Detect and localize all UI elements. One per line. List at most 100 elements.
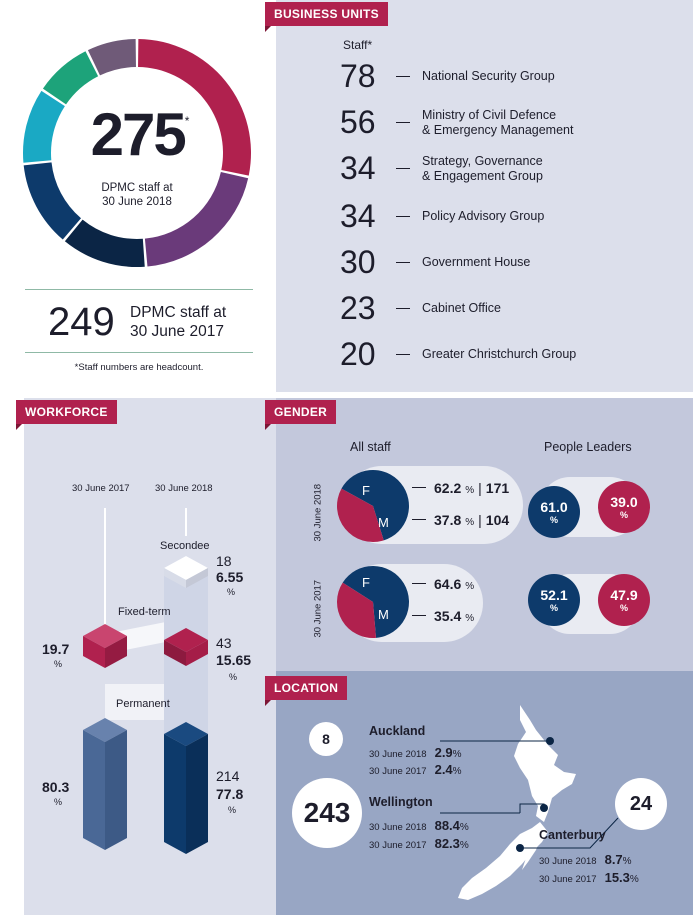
- m-2017-pct: 35.4: [434, 608, 462, 624]
- f-2017-pct: 64.6: [434, 576, 462, 592]
- pct-sign: %: [459, 840, 469, 851]
- business-unit-name-line2: & Emergency Management: [422, 122, 574, 137]
- m-2018-count: 104: [485, 512, 510, 528]
- workforce-tag: WORKFORCE: [16, 400, 117, 430]
- wellington-count-circle: 243: [292, 778, 362, 848]
- divider-bottom: [25, 352, 253, 353]
- business-unit-name-line1: Government House: [422, 255, 531, 269]
- auckland-count-circle: 8: [309, 722, 343, 756]
- year-2018-vertical: 30 June 2018: [312, 483, 324, 542]
- business-units-tag: BUSINESS UNITS: [265, 2, 388, 32]
- leaders-f-2017-circle: 52.1 %: [528, 574, 580, 626]
- fixed-term-2018-cube: [164, 628, 208, 666]
- business-unit-dash: [396, 262, 410, 263]
- donut-segment: [23, 162, 82, 240]
- canterbury-count-circle: 24: [615, 778, 667, 830]
- pct-sign: %: [227, 587, 236, 597]
- prev-caption-line1: DPMC staff at: [130, 304, 227, 321]
- business-unit-row: 34 Policy Advisory Group: [340, 198, 544, 235]
- canterbury-count: 24: [629, 792, 653, 815]
- pie-slice-male: [337, 488, 384, 542]
- prev-caption-line2: 30 June 2017: [130, 323, 224, 340]
- permanent-2017-bar: [83, 718, 127, 850]
- business-unit-name: Policy Advisory Group: [422, 209, 544, 224]
- wellington-name: Wellington: [369, 795, 433, 809]
- perm-2018-count: 214: [216, 768, 240, 784]
- business-unit-staff-count: 23: [340, 290, 376, 326]
- wellington-date-2017: 30 June 2017: [369, 840, 427, 851]
- business-unit-dash: [396, 354, 410, 355]
- canterbury-2018-pct: 8.7: [604, 852, 623, 867]
- perm-2018-pct: 77.8: [216, 786, 244, 802]
- wellington-2017-pct: 82.3: [434, 836, 460, 851]
- f-2018-pct: 62.2: [434, 480, 462, 496]
- business-unit-staff-count: 20: [340, 336, 376, 372]
- wellington-2018-pct: 88.4: [434, 818, 460, 833]
- business-unit-name-line1: Ministry of Civil Defence: [422, 107, 557, 122]
- business-unit-dash: [396, 216, 410, 217]
- m-2018-pct: 37.8: [434, 512, 462, 528]
- pct-sign: %: [465, 485, 475, 496]
- workforce-panel: [24, 398, 276, 915]
- pie-slice-female: [341, 470, 409, 541]
- all-staff-label: All staff: [350, 440, 391, 454]
- business-unit-staff-count: 78: [340, 58, 376, 94]
- separator: |: [478, 480, 482, 496]
- canterbury-name: Canterbury: [539, 828, 606, 842]
- business-unit-name: Greater Christchurch Group: [422, 347, 576, 362]
- fixed-2018-count: 43: [216, 635, 232, 651]
- donut-segment: [64, 219, 145, 267]
- pct-sign: %: [619, 510, 628, 520]
- pie-2017-f: F: [362, 575, 370, 590]
- business-unit-name: Ministry of Civil Defence & Emergency Man…: [422, 108, 573, 138]
- donut-segment: [144, 172, 249, 267]
- business-unit-name: Cabinet Office: [422, 301, 501, 316]
- auckland-date-2017: 30 June 2017: [369, 766, 427, 777]
- pct-sign: %: [629, 874, 639, 885]
- auckland-date-2018: 30 June 2018: [369, 749, 427, 760]
- headline-value: 275: [90, 101, 187, 168]
- leaders-m-2018-circle: 39.0 %: [598, 481, 650, 533]
- business-unit-dash: [396, 168, 410, 169]
- fixed-term-label: Fixed-term: [118, 606, 171, 618]
- pct-sign: %: [549, 603, 558, 613]
- pct-sign: %: [452, 749, 462, 760]
- business-unit-row: 34 Strategy, Governance & Engagement Group: [340, 150, 543, 187]
- business-unit-name-line1: Strategy, Governance: [422, 153, 543, 168]
- staff-header: Staff*: [343, 38, 373, 52]
- business-unit-name: National Security Group: [422, 69, 555, 84]
- divider-top: [25, 289, 253, 290]
- canterbury-date-2018: 30 June 2018: [539, 856, 597, 867]
- pct-sign: %: [228, 805, 237, 815]
- headline-panel: 275* DPMC staff at 30 June 2018 249 DPMC…: [0, 0, 276, 392]
- staff-donut-chart: [23, 39, 251, 267]
- permanent-2018-bar: [164, 722, 208, 854]
- pct-sign: %: [54, 797, 63, 807]
- pct-sign: %: [452, 766, 462, 777]
- pct-sign: %: [465, 581, 475, 592]
- business-unit-row: 56 Ministry of Civil Defence & Emergency M…: [340, 104, 573, 141]
- pie-2018-f: F: [362, 483, 370, 498]
- donut-segment: [23, 90, 65, 163]
- business-unit-staff-count: 56: [340, 104, 376, 140]
- people-leaders-label: People Leaders: [544, 440, 632, 454]
- headline-asterisk: *: [184, 114, 190, 128]
- canterbury-date-2017: 30 June 2017: [539, 874, 597, 885]
- perm-2017-pct: 80.3: [42, 779, 70, 795]
- auckland-2018-pct: 2.9: [434, 745, 453, 760]
- location-tag: LOCATION: [265, 676, 348, 706]
- business-unit-row: 78 National Security Group: [340, 58, 555, 95]
- business-unit-staff-count: 34: [340, 150, 376, 186]
- gender-tag: GENDER: [265, 400, 337, 430]
- pct-sign: %: [54, 659, 63, 669]
- business-unit-staff-count: 34: [340, 198, 376, 234]
- footnote: *Staff numbers are headcount.: [74, 362, 204, 373]
- auckland-2017-pct: 2.4: [434, 762, 453, 777]
- business-unit-name-line1: Cabinet Office: [422, 301, 501, 315]
- business-unit-dash: [396, 122, 410, 123]
- auckland-count: 8: [322, 731, 330, 747]
- year-2017-vertical: 30 June 2017: [312, 579, 324, 638]
- secondee-2018-pct: 6.55: [216, 569, 244, 585]
- gender-2017-pie: [337, 566, 409, 638]
- pct-sign: %: [465, 517, 475, 528]
